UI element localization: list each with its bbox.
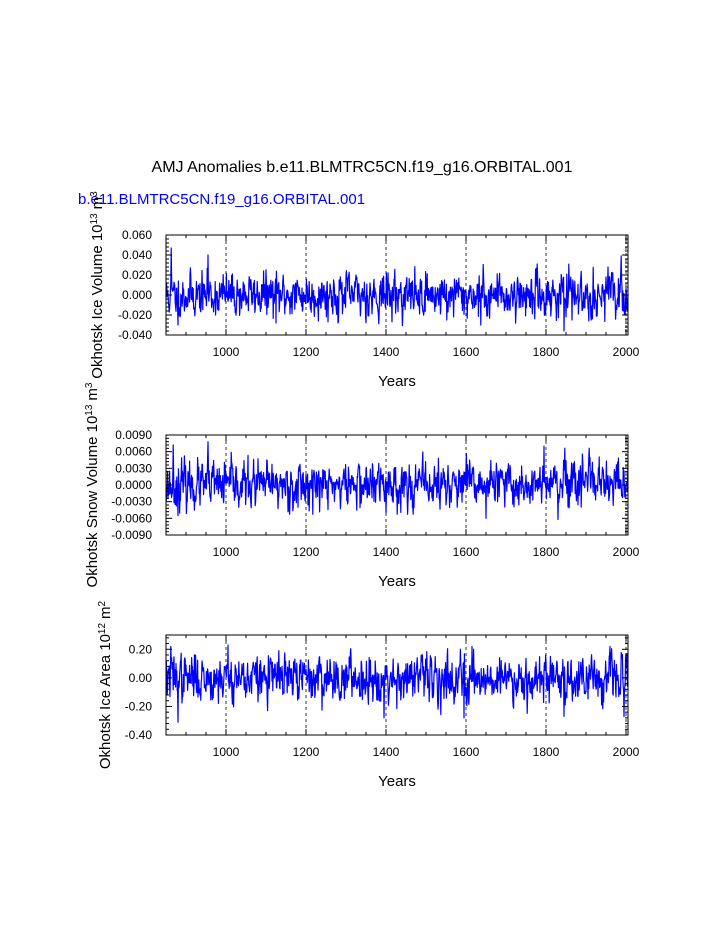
x-tick-label: 2000 xyxy=(613,345,640,359)
y-tick-label: 0.0000 xyxy=(115,478,152,492)
x-tick-label: 1600 xyxy=(453,345,480,359)
x-tick-labels-ice-area: 1000 1200 1400 1600 1800 2000 xyxy=(213,745,640,759)
y-tick-label: -0.0060 xyxy=(111,511,152,525)
x-axis-title-ice-area: Years xyxy=(378,773,416,790)
x-tick-labels-ice-volume: 1000 1200 1400 1600 1800 2000 xyxy=(213,345,640,359)
x-tick-label: 2000 xyxy=(613,745,640,759)
y-tick-label: 0.20 xyxy=(129,642,153,656)
y-tick-label: 0.0030 xyxy=(115,461,152,475)
ticks-ice-volume xyxy=(165,234,628,336)
y-tick-label: -0.0030 xyxy=(111,495,152,509)
x-tick-label: 1600 xyxy=(453,545,480,559)
series-line-ice-area xyxy=(165,644,629,723)
y-tick-label: -0.40 xyxy=(125,728,153,742)
ticks-ice-area xyxy=(165,635,628,736)
y-tick-label: 0.040 xyxy=(122,248,152,262)
y-tick-labels-ice-area: -0.40 -0.20 0.00 0.20 xyxy=(125,642,153,742)
x-tick-label: 2000 xyxy=(613,545,640,559)
y-tick-label: -0.040 xyxy=(118,328,152,342)
ticks-snow-volume xyxy=(165,434,628,536)
x-tick-label: 1800 xyxy=(533,745,560,759)
y-axis-title-ice-area: Okhotsk Ice Area 1012m2 xyxy=(97,600,115,769)
y-tick-label: 0.000 xyxy=(122,288,152,302)
y-tick-label: 0.060 xyxy=(122,228,152,242)
x-tick-label: 1000 xyxy=(213,745,240,759)
x-tick-label: 1200 xyxy=(293,545,320,559)
plot-frame-ice-volume xyxy=(165,234,629,336)
figure-subtitle: b.e11.BLMTRC5CN.f19_g16.ORBITAL.001 xyxy=(78,191,365,208)
x-tick-label: 1400 xyxy=(373,545,400,559)
y-tick-label: -0.020 xyxy=(118,308,152,322)
x-tick-label: 1400 xyxy=(373,345,400,359)
y-tick-label: 0.00 xyxy=(129,671,153,685)
x-tick-labels-snow-volume: 1000 1200 1400 1600 1800 2000 xyxy=(213,545,640,559)
x-tick-label: 1800 xyxy=(533,345,560,359)
y-tick-label: 0.020 xyxy=(122,268,152,282)
y-tick-labels-snow-volume: -0.0090 -0.0060 -0.0030 0.0000 0.0030 0.0060 0… xyxy=(111,428,152,542)
x-tick-label: 1200 xyxy=(293,745,320,759)
y-tick-label: -0.0090 xyxy=(111,528,152,542)
grid-ice-area xyxy=(225,635,627,735)
x-tick-label: 1800 xyxy=(533,545,560,559)
x-tick-label: 1400 xyxy=(373,745,400,759)
y-axis-title-snow-volume: Okhotsk Snow Volume 1013m3 xyxy=(84,382,102,587)
y-tick-label: 0.0090 xyxy=(115,428,152,442)
x-tick-label: 1600 xyxy=(453,745,480,759)
series-line-snow-volume xyxy=(165,441,629,521)
panel-ice-area: 1000 1200 1400 1600 1800 2000 -0.40 -0.20 0.00 0… xyxy=(97,600,640,790)
panel-snow-volume: 1000 1200 1400 1600 1800 2000 -0.0090-0.0060-… xyxy=(84,382,640,590)
x-tick-label: 1000 xyxy=(213,545,240,559)
y-axis-title-ice-volume: Okhotsk Ice Volume 1013m3 xyxy=(89,191,107,379)
x-axis-title-ice-volume: Years xyxy=(378,373,416,390)
y-tick-label: 0.0060 xyxy=(115,445,152,459)
figure-title: AMJ Anomalies b.e11.BLMTRC5CN.f19_g16.OR… xyxy=(152,159,573,176)
plot-frame-ice-area xyxy=(165,634,629,736)
panel-ice-volume: 1000 1200 1400 1600 1800 2000 -0.040 -0.020 0.0… xyxy=(89,191,640,390)
x-tick-label: 1200 xyxy=(293,345,320,359)
series-line-ice-volume xyxy=(165,247,629,332)
y-tick-label: -0.20 xyxy=(125,699,153,713)
x-tick-label: 1000 xyxy=(213,345,240,359)
x-axis-title-snow-volume: Years xyxy=(378,573,416,590)
y-tick-labels-ice-volume: -0.040 -0.020 0.000 0.020 0.040 0.060 xyxy=(118,228,152,342)
